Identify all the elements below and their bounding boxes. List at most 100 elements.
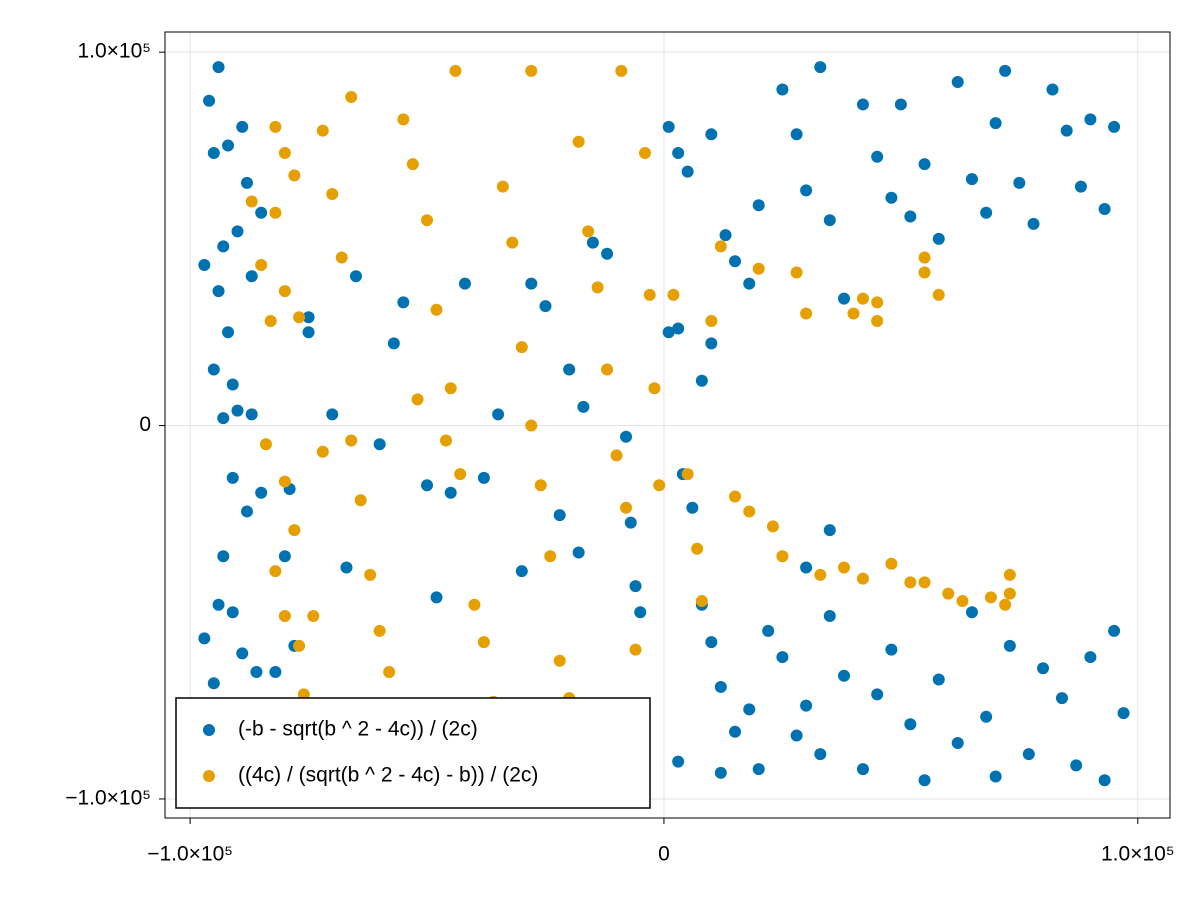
point [672, 755, 685, 768]
point [373, 438, 386, 451]
legend-label: ((4c) / (sqrt(b ^ 2 - 4c) - b)) / (2c) [238, 764, 538, 787]
point [240, 176, 253, 189]
point [705, 315, 718, 328]
point [1098, 202, 1111, 215]
point [236, 120, 249, 133]
point [980, 710, 993, 723]
point [349, 270, 362, 283]
point [951, 736, 964, 749]
point [871, 150, 884, 163]
point [814, 61, 827, 74]
point [885, 557, 898, 570]
point [838, 561, 851, 574]
point [800, 307, 813, 320]
point [984, 591, 997, 604]
point [222, 326, 235, 339]
point [430, 303, 443, 316]
point [250, 666, 263, 679]
point [383, 666, 396, 679]
point [662, 326, 675, 339]
point [871, 315, 884, 328]
point [506, 236, 519, 249]
point [212, 285, 225, 298]
point [245, 195, 258, 208]
point [278, 550, 291, 563]
point [989, 117, 1002, 130]
point [477, 471, 490, 484]
point [515, 341, 528, 354]
point [439, 434, 452, 447]
point [918, 251, 931, 264]
point [316, 124, 329, 137]
point [648, 382, 661, 395]
point [288, 169, 301, 182]
legend-label: (-b - sqrt(b ^ 2 - 4c)) / (2c) [238, 718, 478, 741]
point [212, 598, 225, 611]
legend-marker [203, 770, 215, 782]
series [198, 61, 1130, 787]
point [255, 206, 268, 219]
point [544, 550, 557, 563]
point [326, 188, 339, 201]
x-tick-label: −1.0×10⁵ [147, 843, 233, 866]
point [714, 240, 727, 253]
point [629, 580, 642, 593]
point [226, 378, 239, 391]
point [534, 479, 547, 492]
point [411, 393, 424, 406]
point [681, 165, 694, 178]
point [705, 636, 718, 649]
point [449, 64, 462, 77]
point [932, 232, 945, 245]
y-tick-label: −1.0×10⁵ [65, 787, 151, 810]
point [918, 576, 931, 589]
point [871, 296, 884, 309]
point [563, 363, 576, 376]
point [999, 64, 1012, 77]
point [719, 229, 732, 242]
point [662, 120, 675, 133]
point [743, 703, 756, 716]
point [681, 468, 694, 481]
point [653, 479, 666, 492]
point [800, 184, 813, 197]
point [714, 766, 727, 779]
point [885, 643, 898, 656]
point [444, 486, 457, 499]
point [800, 561, 813, 574]
point [421, 479, 434, 492]
point [965, 173, 978, 186]
point [790, 128, 803, 141]
point [326, 408, 339, 421]
point [293, 639, 306, 652]
point [695, 595, 708, 608]
point [591, 281, 604, 294]
legend-box [175, 697, 651, 809]
point [236, 647, 249, 660]
point [766, 520, 779, 533]
point [345, 90, 358, 103]
point [999, 598, 1012, 611]
point [259, 438, 272, 451]
point [856, 98, 869, 111]
point [951, 76, 964, 89]
point [838, 669, 851, 682]
point [553, 509, 566, 522]
point [1060, 124, 1073, 137]
y-tick-label: 1.0×10⁵ [77, 40, 151, 63]
point [776, 550, 789, 563]
point [553, 654, 566, 667]
y-tick-label: 0 [139, 413, 151, 436]
point [302, 311, 315, 324]
point [638, 146, 651, 159]
point [207, 363, 220, 376]
point [586, 236, 599, 249]
point [345, 434, 358, 447]
point [515, 565, 528, 578]
point [965, 606, 978, 619]
point [288, 524, 301, 537]
point [667, 288, 680, 301]
point [904, 210, 917, 223]
point [956, 595, 969, 608]
